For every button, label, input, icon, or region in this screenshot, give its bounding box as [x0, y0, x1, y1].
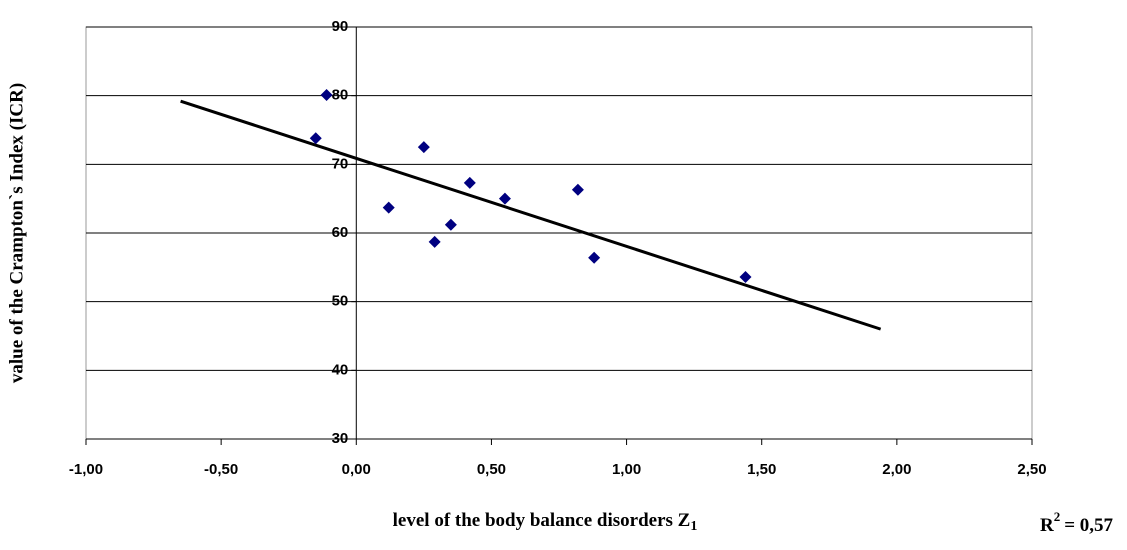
x-tick-label: -1,00: [69, 461, 103, 478]
y-tick-label: 80: [332, 87, 349, 104]
x-tick-label: -0,50: [204, 461, 238, 478]
x-axis-label-subscript: 1: [690, 519, 697, 534]
x-tick-label: 0,00: [342, 461, 371, 478]
x-axis-label: level of the body balance disorders Z1: [393, 510, 698, 534]
y-tick-label: 60: [332, 224, 349, 241]
y-tick-label: 40: [332, 361, 349, 378]
point: [428, 235, 441, 248]
x-tick-label: 1,00: [612, 461, 641, 478]
y-tick-label: 90: [332, 18, 349, 35]
point: [382, 201, 395, 214]
y-tick-label: 70: [332, 155, 349, 172]
r-text: R: [1040, 515, 1054, 536]
r-rest: = 0,57: [1064, 515, 1113, 536]
point: [588, 251, 601, 264]
point: [444, 218, 457, 231]
point: [571, 183, 584, 196]
x-tick-label: 2,00: [882, 461, 911, 478]
point: [320, 88, 333, 101]
trend-line: [180, 99, 882, 331]
x-tick-label: 0,50: [477, 461, 506, 478]
y-tick-label: 50: [332, 293, 349, 310]
r-squared: R2 = 0,57: [1040, 509, 1114, 536]
x-axis-label-text: level of the body balance disorders Z: [393, 510, 691, 531]
point: [463, 176, 476, 189]
point: [739, 270, 752, 283]
point: [417, 141, 430, 154]
x-tick-label: 2,50: [1017, 461, 1046, 478]
r-superscript: 2: [1054, 509, 1061, 524]
y-tick-label: 30: [332, 430, 349, 447]
y-axis-label: value of the Crampton`s Index (ICR): [6, 83, 27, 383]
x-tick-label: 1,50: [747, 461, 776, 478]
point: [309, 132, 322, 145]
point: [498, 192, 511, 205]
